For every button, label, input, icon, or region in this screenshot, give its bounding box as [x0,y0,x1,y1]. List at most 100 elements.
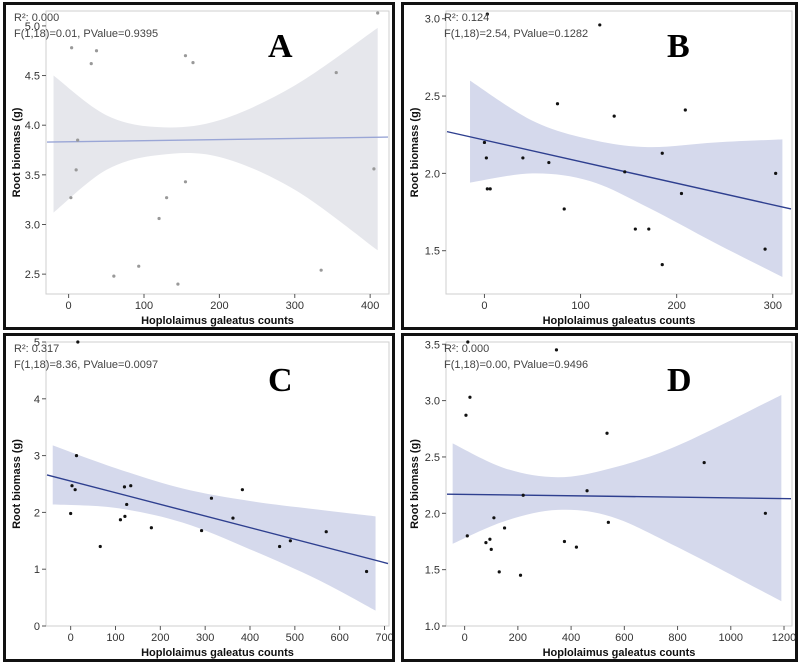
data-point [562,539,567,544]
r-squared-text: R²: 0.124 [444,12,489,24]
r-squared-text: R²: 0.000 [14,12,59,24]
y-tick-label: 2.0 [425,168,440,180]
data-point [70,46,74,50]
f-statistic-text: F(1,18)=0.01, PValue=0.9395 [14,28,158,40]
data-point [69,511,73,516]
y-tick-label: 5 [34,337,40,349]
data-point [497,570,501,574]
y-tick-label: 3 [34,451,40,463]
chart-c: 0 100 200 300 400 500 600 700 0 1 2 3 4 5 Hoplolaimus … [11,337,392,659]
data-point [364,569,369,574]
panel-letter: D [667,362,692,399]
data-point [605,431,609,435]
data-point [623,170,627,174]
data-point [484,541,488,545]
x-axis-label: Hoplolaimus galeatus counts [141,315,294,327]
data-point [324,530,328,534]
panel-c: 0 100 200 300 400 500 600 700 0 1 2 3 4 5 Hoplolaimus … [3,333,395,662]
data-point [521,493,525,497]
x-tick-label: 800 [668,632,686,644]
confidence-band [452,394,782,602]
x-axis-label: Hoplolaimus galeatus counts [543,315,696,327]
y-tick-label: 4 [34,394,40,406]
data-point [679,191,684,196]
data-point [74,454,79,458]
y-tick-label: 1 [34,564,40,576]
x-tick-label: 0 [462,632,468,644]
y-tick-label: 1.5 [425,565,440,577]
data-point [660,151,664,155]
data-point [129,484,133,488]
x-tick-label: 600 [331,632,349,644]
data-point [612,114,616,118]
panel-letter: B [667,28,690,65]
y-tick-label: 4.0 [25,120,40,132]
data-point [74,168,78,172]
panel-d: 0 200 400 600 800 1000 1200 1.0 1.5 2.0 2.5 3.0 3.5 H… [401,333,798,662]
y-tick-label: 3.5 [25,170,40,182]
data-point [465,534,469,538]
data-point [502,526,507,530]
x-tick-label: 200 [151,632,169,644]
data-point [165,196,169,200]
y-tick-label: 3.5 [425,339,440,351]
chart-d: 0 200 400 600 800 1000 1200 1.0 1.5 2.0 2.5 3.0 3.5 H… [409,339,795,659]
y-tick-label: 4.5 [25,71,40,83]
data-point [555,102,560,106]
data-point [288,539,292,543]
data-point [485,12,489,16]
data-point [137,264,141,268]
x-tick-label: 0 [66,300,72,312]
data-point [376,11,380,15]
chart-b: 0 100 200 300 1.5 2.0 2.5 3.0 Hoplolaimus galeat… [409,10,793,327]
data-point [98,544,102,549]
data-point [122,485,127,489]
x-tick-label: 0 [68,632,74,644]
data-point [123,514,127,518]
data-point [231,516,235,520]
fit-line [446,130,792,210]
data-point [209,496,214,500]
confidence-band [470,80,783,277]
y-axis-label: Root biomass (g) [409,439,421,529]
data-point [183,180,188,184]
data-point [774,171,778,175]
data-point [89,62,93,66]
y-axis-label: Root biomass (g) [11,107,23,197]
data-point [118,518,123,522]
data-point [176,282,180,286]
data-point [489,547,493,551]
data-point [482,140,487,145]
data-point [94,49,99,53]
x-tick-label: 0 [481,300,487,312]
y-tick-label: 2.0 [425,508,440,520]
fit-line [46,474,389,565]
data-point [69,196,73,200]
data-point [183,54,188,58]
x-tick-label: 600 [615,632,633,644]
data-point [76,340,80,344]
f-statistic-text: F(1,18)=2.54, PValue=0.1282 [444,28,588,40]
y-tick-label: 1.5 [425,246,440,258]
x-tick-label: 400 [361,300,379,312]
panel-letter: C [268,362,293,399]
fit-line [46,136,389,143]
data-point [647,227,651,231]
data-point [372,167,376,171]
data-point [606,520,610,524]
x-tick-label: 300 [764,300,782,312]
r-squared-text: R²: 0.000 [444,343,489,355]
x-tick-label: 200 [210,300,228,312]
f-statistic-text: F(1,18)=8.36, PValue=0.0097 [14,359,158,371]
x-tick-label: 100 [106,632,124,644]
x-tick-label: 300 [286,300,304,312]
x-tick-label: 500 [286,632,304,644]
x-tick-label: 300 [196,632,214,644]
data-point [702,460,706,465]
data-point [319,268,323,272]
x-tick-label: 1200 [772,632,795,644]
data-point [125,502,129,507]
data-point [112,274,116,278]
fit-line [446,493,792,500]
panel-letter: A [268,28,293,65]
